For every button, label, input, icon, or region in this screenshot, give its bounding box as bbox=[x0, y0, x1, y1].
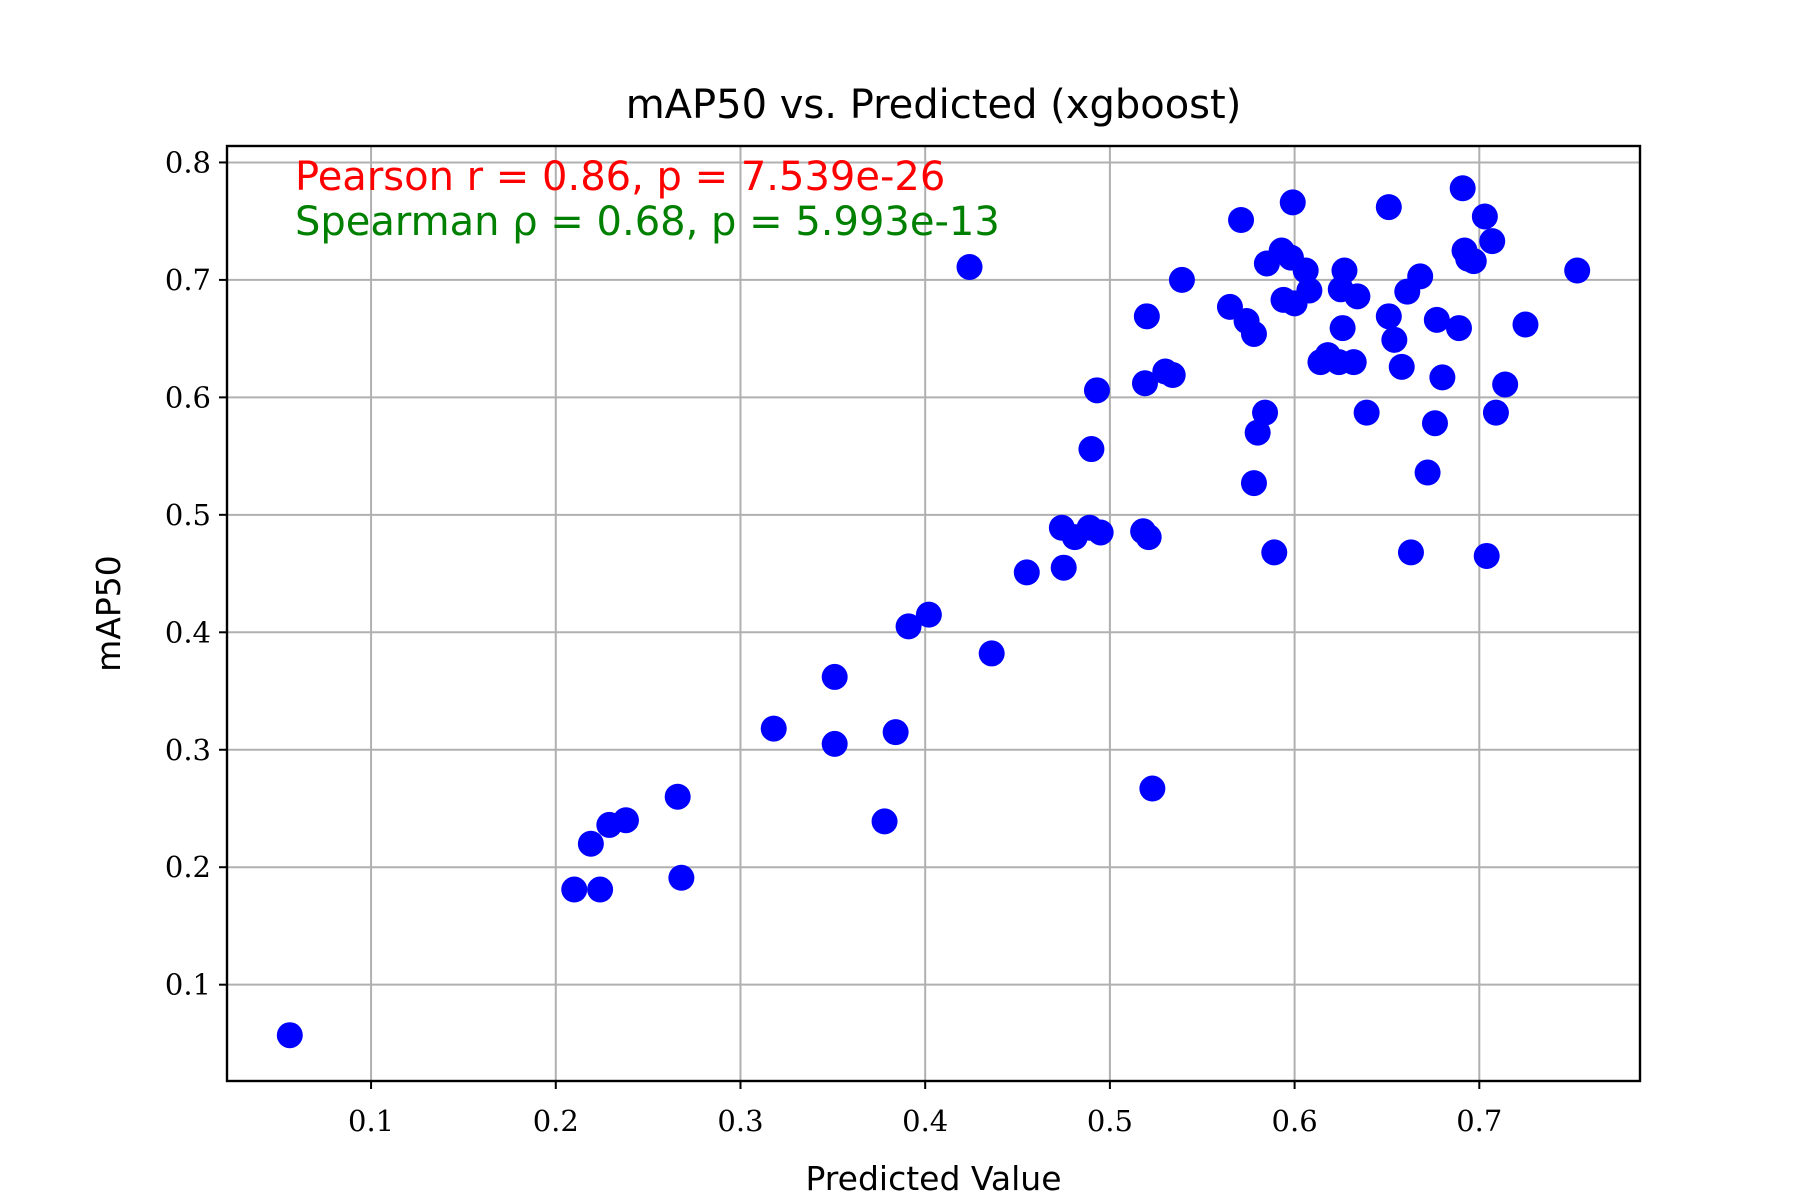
data-point bbox=[1564, 257, 1591, 284]
data-point bbox=[1353, 399, 1380, 426]
chart-title: mAP50 vs. Predicted (xgboost) bbox=[626, 82, 1242, 128]
data-point bbox=[1329, 315, 1356, 342]
data-point bbox=[1375, 303, 1402, 330]
data-point bbox=[1139, 775, 1166, 802]
data-point bbox=[1344, 283, 1371, 310]
axis-ticks: 0.1 0.2 0.3 0.4 0.5 0.6 0.7 0.1 0.2 0.3 0.4 0.5 0.6 0… bbox=[165, 145, 1502, 1138]
data-point bbox=[1492, 371, 1519, 398]
x-tick-label: 0.5 bbox=[1087, 1104, 1133, 1138]
data-point bbox=[1228, 207, 1255, 234]
x-axis-label: Predicted Value bbox=[805, 1159, 1061, 1198]
data-point bbox=[978, 640, 1005, 667]
data-point bbox=[1414, 459, 1441, 486]
x-tick-label: 0.4 bbox=[902, 1104, 948, 1138]
data-point bbox=[821, 663, 848, 690]
data-point bbox=[1244, 419, 1271, 446]
x-tick-label: 0.2 bbox=[533, 1104, 579, 1138]
data-point bbox=[1445, 315, 1472, 342]
data-point bbox=[561, 876, 588, 903]
data-point bbox=[1471, 203, 1498, 230]
data-point bbox=[1421, 410, 1448, 437]
data-point bbox=[1135, 524, 1162, 551]
y-tick-label: 0.4 bbox=[165, 615, 211, 649]
x-tick-label: 0.1 bbox=[348, 1104, 394, 1138]
y-tick-label: 0.2 bbox=[165, 850, 211, 884]
pearson-annotation: Pearson r = 0.86, p = 7.539e-26 bbox=[295, 154, 945, 200]
data-point bbox=[1240, 470, 1267, 497]
spearman-annotation: Spearman ρ = 0.68, p = 5.993e-13 bbox=[295, 199, 1000, 245]
data-point bbox=[1083, 377, 1110, 404]
data-point bbox=[1479, 228, 1506, 255]
data-point bbox=[577, 830, 604, 857]
data-point bbox=[760, 715, 787, 742]
data-point bbox=[1296, 277, 1323, 304]
data-point bbox=[1252, 399, 1279, 426]
data-point bbox=[1429, 364, 1456, 391]
data-point bbox=[1087, 519, 1114, 546]
x-tick-label: 0.6 bbox=[1272, 1104, 1318, 1138]
data-point bbox=[1292, 257, 1319, 284]
y-tick-label: 0.6 bbox=[165, 380, 211, 414]
data-point bbox=[956, 253, 983, 280]
data-point bbox=[1340, 349, 1367, 376]
data-point bbox=[1331, 257, 1358, 284]
data-point bbox=[1133, 303, 1160, 330]
data-point bbox=[587, 876, 614, 903]
data-point bbox=[1078, 436, 1105, 463]
data-point bbox=[1449, 175, 1476, 202]
data-point bbox=[882, 719, 909, 746]
data-point bbox=[1423, 306, 1450, 333]
y-axis-label: mAP50 bbox=[89, 555, 128, 672]
data-point bbox=[1375, 194, 1402, 221]
data-point bbox=[1388, 353, 1415, 380]
data-point bbox=[1159, 362, 1186, 389]
data-point bbox=[821, 730, 848, 757]
data-point bbox=[1397, 539, 1424, 566]
data-point bbox=[276, 1022, 303, 1049]
data-point bbox=[895, 613, 922, 640]
data-points bbox=[276, 175, 1591, 1049]
y-tick-label: 0.8 bbox=[165, 145, 211, 179]
data-point bbox=[1168, 266, 1195, 293]
data-point bbox=[1482, 399, 1509, 426]
data-point bbox=[1512, 311, 1539, 338]
y-tick-label: 0.5 bbox=[165, 498, 211, 532]
data-point bbox=[664, 783, 691, 810]
data-point bbox=[1240, 320, 1267, 347]
data-point bbox=[1279, 189, 1306, 216]
y-tick-label: 0.1 bbox=[165, 968, 211, 1002]
y-tick-label: 0.3 bbox=[165, 733, 211, 767]
data-point bbox=[871, 808, 898, 835]
data-point bbox=[1473, 542, 1500, 569]
data-point bbox=[1013, 559, 1040, 586]
data-point bbox=[1381, 326, 1408, 353]
x-tick-label: 0.7 bbox=[1456, 1104, 1502, 1138]
data-point bbox=[1460, 248, 1487, 275]
data-point bbox=[1407, 263, 1434, 290]
data-point bbox=[1050, 554, 1077, 581]
plot-frame bbox=[225, 144, 1642, 1083]
data-point bbox=[915, 601, 942, 628]
x-tick-label: 0.3 bbox=[717, 1104, 763, 1138]
data-point bbox=[668, 864, 695, 891]
data-point bbox=[1131, 370, 1158, 397]
data-point bbox=[1261, 539, 1288, 566]
y-tick-label: 0.7 bbox=[165, 263, 211, 297]
data-point bbox=[612, 807, 639, 834]
